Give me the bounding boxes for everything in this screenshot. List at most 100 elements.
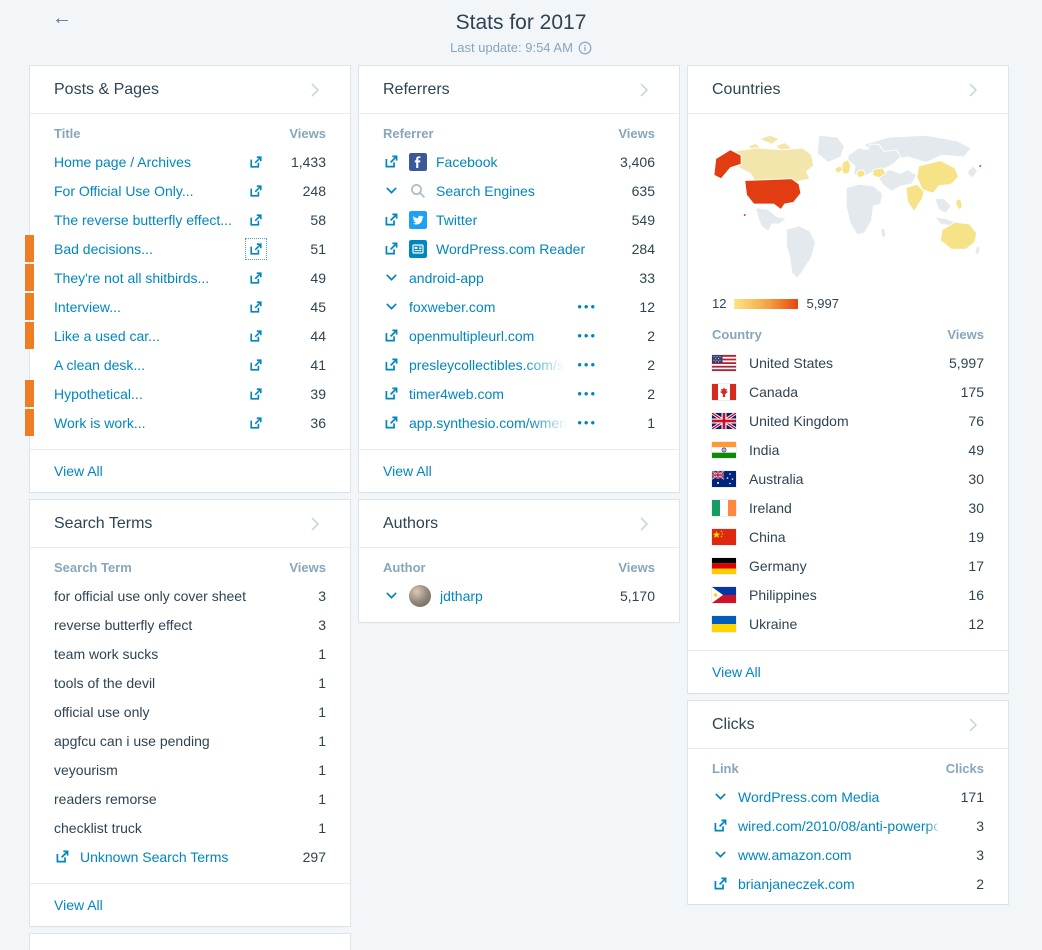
- post-title-link[interactable]: Bad decisions...: [54, 240, 153, 257]
- external-link-icon-wrap[interactable]: [246, 268, 266, 288]
- chevron-down-icon[interactable]: [383, 182, 400, 199]
- external-link-icon[interactable]: [383, 327, 400, 344]
- list-item[interactable]: veyourism 1: [30, 755, 350, 784]
- list-item[interactable]: foxweber.com ••• 12: [359, 292, 679, 321]
- external-link-icon[interactable]: [712, 817, 729, 834]
- list-item[interactable]: for official use only cover sheet 3: [30, 581, 350, 610]
- view-all-link[interactable]: View All: [30, 449, 350, 492]
- clicks-header[interactable]: Clicks: [688, 701, 1008, 749]
- external-link-icon-wrap[interactable]: [246, 355, 266, 375]
- ellipsis-menu-icon[interactable]: •••: [577, 415, 597, 430]
- list-item[interactable]: Work is work... 36: [25, 408, 350, 437]
- external-link-icon-wrap[interactable]: [246, 384, 266, 404]
- chevron-down-icon[interactable]: [712, 788, 729, 805]
- back-arrow-icon[interactable]: ←: [52, 7, 72, 29]
- list-item[interactable]: A clean desk... 41: [30, 350, 350, 379]
- ellipsis-menu-icon[interactable]: •••: [577, 357, 597, 372]
- chevron-down-icon[interactable]: [383, 269, 400, 286]
- chevron-right-icon[interactable]: [633, 513, 655, 535]
- external-link-icon[interactable]: [383, 240, 400, 257]
- post-title-link[interactable]: Work is work...: [54, 414, 146, 431]
- external-link-icon[interactable]: [54, 848, 71, 865]
- list-item[interactable]: Australia 30: [688, 464, 1008, 493]
- chevron-down-icon[interactable]: [383, 587, 400, 604]
- list-item[interactable]: Facebook 3,406: [359, 147, 679, 176]
- external-link-icon-wrap[interactable]: [246, 181, 266, 201]
- external-link-icon[interactable]: [248, 154, 264, 170]
- post-title-link[interactable]: The reverse butterfly effect...: [54, 211, 232, 228]
- external-link-icon-wrap[interactable]: [246, 152, 266, 172]
- list-item[interactable]: checklist truck 1: [30, 813, 350, 842]
- list-item[interactable]: India 49: [688, 435, 1008, 464]
- ellipsis-menu-icon[interactable]: •••: [577, 299, 597, 314]
- list-item[interactable]: android-app 33: [359, 263, 679, 292]
- list-item[interactable]: www.amazon.com 3: [688, 840, 1008, 869]
- post-title-link[interactable]: A clean desk...: [54, 356, 146, 373]
- chevron-down-icon[interactable]: [712, 846, 729, 863]
- list-item[interactable]: apgfcu can i use pending 1: [30, 726, 350, 755]
- list-item[interactable]: United Kingdom 76: [688, 406, 1008, 435]
- external-link-icon[interactable]: [383, 153, 400, 170]
- countries-header[interactable]: Countries: [688, 66, 1008, 114]
- list-item[interactable]: Ukraine 12: [688, 609, 1008, 638]
- chevron-right-icon[interactable]: [304, 513, 326, 535]
- chevron-right-icon[interactable]: [962, 79, 984, 101]
- click-link[interactable]: brianjaneczek.com: [738, 875, 855, 892]
- external-link-icon-wrap[interactable]: [246, 210, 266, 230]
- author-link[interactable]: jdtharp: [440, 587, 483, 604]
- search-terms-header[interactable]: Search Terms: [30, 500, 350, 548]
- external-link-icon[interactable]: [383, 385, 400, 402]
- ellipsis-menu-icon[interactable]: •••: [577, 386, 597, 401]
- list-item[interactable]: Canada 175: [688, 377, 1008, 406]
- referrer-link[interactable]: foxweber.com: [409, 298, 496, 315]
- external-link-icon[interactable]: [712, 875, 729, 892]
- external-link-icon[interactable]: [248, 241, 264, 257]
- external-link-icon[interactable]: [248, 357, 264, 373]
- referrer-link[interactable]: Search Engines: [436, 182, 535, 199]
- search-term-label[interactable]: Unknown Search Terms: [80, 848, 229, 865]
- list-item[interactable]: Search Engines 635: [359, 176, 679, 205]
- post-title-link[interactable]: Interview...: [54, 298, 121, 315]
- list-item[interactable]: reverse butterfly effect 3: [30, 610, 350, 639]
- list-item[interactable]: China 19: [688, 522, 1008, 551]
- view-all-link[interactable]: View All: [688, 650, 1008, 693]
- referrer-link[interactable]: timer4web.com: [409, 385, 504, 402]
- post-title-link[interactable]: Like a used car...: [54, 327, 160, 344]
- list-item[interactable]: jdtharp 5,170: [359, 581, 679, 610]
- post-title-link[interactable]: They're not all shitbirds...: [54, 269, 210, 286]
- external-link-icon[interactable]: [248, 299, 264, 315]
- chevron-right-icon[interactable]: [962, 714, 984, 736]
- external-link-icon-wrap[interactable]: [246, 413, 266, 433]
- list-item[interactable]: Home page / Archives 1,433: [30, 147, 350, 176]
- click-link[interactable]: WordPress.com Media: [738, 788, 880, 805]
- click-link[interactable]: wired.com/2010/08/anti-powerpoi: [738, 818, 938, 834]
- list-item[interactable]: Unknown Search Terms 297: [30, 842, 350, 871]
- ellipsis-menu-icon[interactable]: •••: [577, 328, 597, 343]
- list-item[interactable]: openmultipleurl.com ••• 2: [359, 321, 679, 350]
- referrer-link[interactable]: Twitter: [436, 211, 478, 228]
- list-item[interactable]: United States 5,997: [688, 348, 1008, 377]
- external-link-icon[interactable]: [248, 415, 264, 431]
- list-item[interactable]: The reverse butterfly effect... 58: [30, 205, 350, 234]
- list-item[interactable]: For Official Use Only... 248: [30, 176, 350, 205]
- list-item[interactable]: tools of the devil 1: [30, 668, 350, 697]
- post-title-link[interactable]: For Official Use Only...: [54, 182, 194, 199]
- list-item[interactable]: app.synthesio.com/wment ••• 1: [359, 408, 679, 437]
- click-link[interactable]: www.amazon.com: [738, 846, 852, 863]
- referrer-link[interactable]: presleycollectibles .com/st: [409, 356, 568, 373]
- list-item[interactable]: They're not all shitbirds... 49: [25, 263, 350, 292]
- referrer-link[interactable]: openmultipleurl.com: [409, 327, 535, 344]
- list-item[interactable]: team work sucks 1: [30, 639, 350, 668]
- chevron-down-icon[interactable]: [383, 298, 400, 315]
- list-item[interactable]: Ireland 30: [688, 493, 1008, 522]
- authors-header[interactable]: Authors: [359, 500, 679, 548]
- referrers-header[interactable]: Referrers: [359, 66, 679, 114]
- view-all-link[interactable]: View All: [359, 449, 679, 492]
- external-link-icon[interactable]: [248, 212, 264, 228]
- external-link-icon[interactable]: [248, 183, 264, 199]
- list-item[interactable]: Interview... 45: [25, 292, 350, 321]
- list-item[interactable]: Philippines 16: [688, 580, 1008, 609]
- chevron-right-icon[interactable]: [304, 79, 326, 101]
- list-item[interactable]: presleycollectibles .com/st ••• 2: [359, 350, 679, 379]
- list-item[interactable]: readers remorse 1: [30, 784, 350, 813]
